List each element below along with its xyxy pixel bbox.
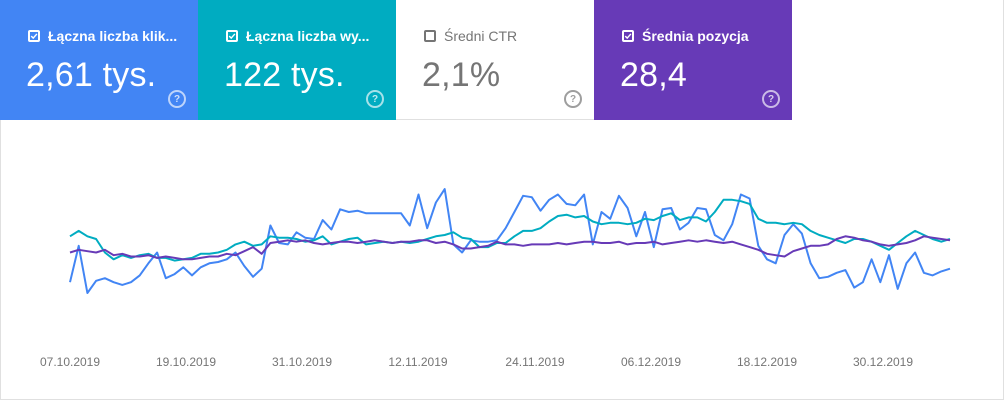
card-value: 28,4 xyxy=(620,56,687,94)
card-value: 2,61 tys. xyxy=(26,56,157,94)
average-position-card[interactable]: Średnia pozycja 28,4 ? xyxy=(594,0,792,120)
card-value: 2,1% xyxy=(422,56,501,94)
x-tick-label: 31.10.2019 xyxy=(271,355,333,369)
average-ctr-card[interactable]: Średni CTR 2,1% ? xyxy=(396,0,594,120)
card-label: Średnia pozycja xyxy=(642,28,749,44)
checkbox-checked-icon[interactable] xyxy=(622,30,634,42)
card-label: Średni CTR xyxy=(444,28,518,44)
checkbox-checked-icon[interactable] xyxy=(226,30,238,42)
x-tick-label: 30.12.2019 xyxy=(852,355,914,369)
question-circle-icon[interactable]: ? xyxy=(762,90,780,108)
card-header: Średni CTR xyxy=(424,27,517,45)
total-clicks-card[interactable]: Łączna liczba klik... 2,61 tys. ? xyxy=(0,0,198,120)
card-header: Łączna liczba wy... xyxy=(226,27,369,45)
x-tick-label: 18.12.2019 xyxy=(736,355,798,369)
checkbox-checked-icon[interactable] xyxy=(28,30,40,42)
performance-line-chart xyxy=(69,188,951,294)
x-tick-label: 24.11.2019 xyxy=(505,355,565,369)
card-label: Łączna liczba klik... xyxy=(48,28,178,44)
metric-cards: Łączna liczba klik... 2,61 tys. ? Łączna… xyxy=(0,0,1004,120)
x-tick-label: 12.11.2019 xyxy=(388,355,448,369)
x-tick-label: 07.10.2019 xyxy=(39,355,101,369)
card-header: Łączna liczba klik... xyxy=(28,27,177,45)
checkbox-unchecked-icon[interactable] xyxy=(424,30,436,42)
x-tick-label: 19.10.2019 xyxy=(155,355,217,369)
card-value: 122 tys. xyxy=(224,56,345,94)
question-circle-icon[interactable]: ? xyxy=(366,90,384,108)
x-tick-label: 06.12.2019 xyxy=(620,355,682,369)
total-impressions-card[interactable]: Łączna liczba wy... 122 tys. ? xyxy=(198,0,396,120)
series-line-0 xyxy=(69,188,951,294)
series-line-2 xyxy=(69,235,951,261)
question-circle-icon[interactable]: ? xyxy=(168,90,186,108)
series-line-1 xyxy=(69,198,951,262)
card-label: Łączna liczba wy... xyxy=(246,28,370,44)
question-circle-icon[interactable]: ? xyxy=(564,90,582,108)
x-axis: 07.10.2019 19.10.2019 31.10.2019 12.11.2019… xyxy=(0,355,1004,375)
card-header: Średnia pozycja xyxy=(622,27,749,45)
